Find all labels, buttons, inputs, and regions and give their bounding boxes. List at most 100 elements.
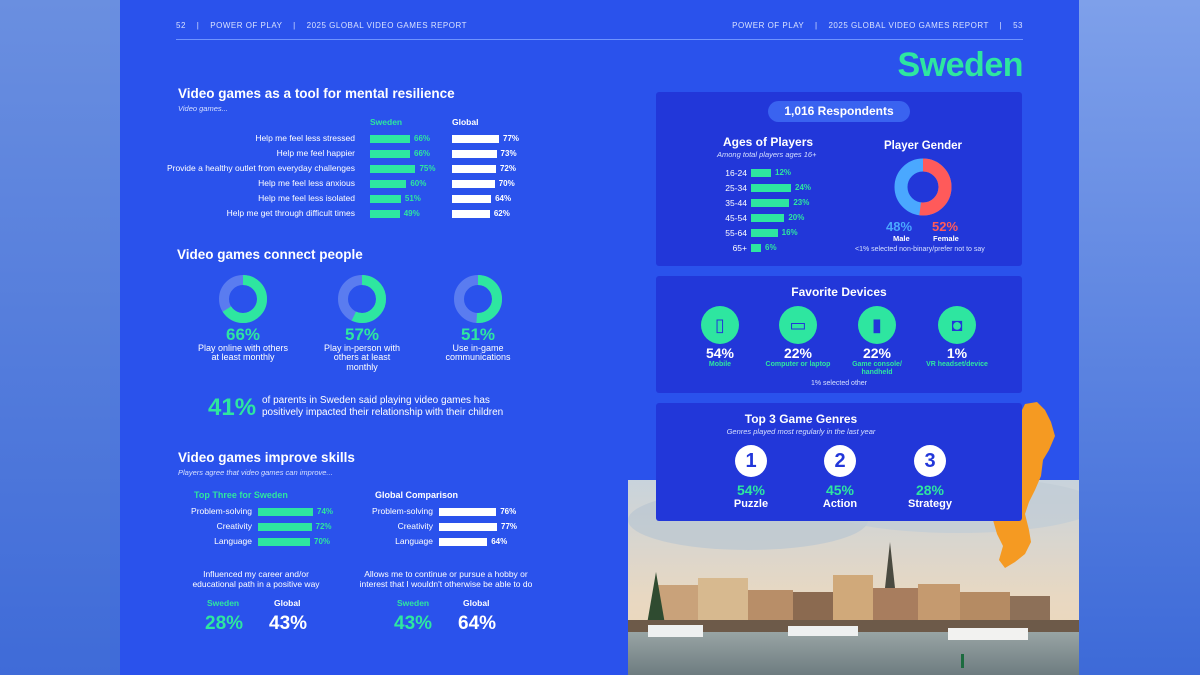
age-value: 24% [795,183,812,192]
age-value: 16% [781,228,798,237]
connect-donut-percent: 66% [225,325,261,344]
age-bar [751,244,761,252]
connect-donut-value-arc [338,275,386,323]
device-percent: 1% [946,345,968,361]
skills-sweden-head: Top Three for Sweden [194,490,288,500]
skills-sweden-bar [258,523,312,531]
devices-note: 1% selected other [810,380,868,387]
mental-col-sweden: Sweden [370,117,403,127]
parents-statement: of parents in Sweden said playing video … [262,395,503,418]
mental-row-label: Help me get through difficult times [226,208,355,218]
device-label: Game console/handheld [837,361,917,376]
connect-donut-value-arc [219,275,267,323]
mental-row-label: Help me feel less stressed [255,133,355,143]
skills-sweden-label: Creativity [216,521,252,531]
header-separator: | [196,21,200,30]
age-bar [751,199,790,207]
mental-sweden-bar [370,180,407,188]
device-percent: 22% [783,345,813,361]
mobile-phone-icon: ▯ [701,306,739,344]
mental-sweden-bar [370,210,400,218]
skills-global-bar [439,523,497,531]
skills-global-value: 64% [491,537,508,546]
connect-donut-percent: 57% [344,325,380,344]
background-right [1079,0,1200,675]
genre-percent: 45% [825,482,855,498]
hobby-global-head: Global [463,598,490,608]
device-label-line: Game console/ [852,361,902,368]
mental-row-label: Help me feel happier [276,148,355,158]
hobby-line2: interest that I wouldn't otherwise be ab… [359,579,533,590]
genre-name: Strategy [907,498,953,510]
hobby-statement: Allows me to continue or pursue a hobby … [340,569,552,589]
publication-name-right: POWER OF PLAY [732,21,805,30]
mental-global-value: 70% [498,179,515,188]
device-label: Mobile [680,361,760,369]
skills-global-value: 77% [501,522,518,531]
connect-donut-value-arc [454,275,502,323]
publication-name-left: POWER OF PLAY [210,21,283,30]
skills-sweden-bar [258,538,311,546]
mental-global-value: 77% [503,134,520,143]
parents-statement-line1: of parents in Sweden said playing video … [262,395,490,406]
device-percent: 22% [862,345,892,361]
career-line2: educational path in a positive way [192,579,320,590]
age-value: 20% [788,213,805,222]
age-value: 23% [793,198,810,207]
hobby-global-value: 64% [458,613,497,634]
mental-sweden-value: 66% [414,134,431,143]
hobby-sweden-value: 43% [394,613,433,634]
connect-donut-caption: Play online with others at least monthly [183,343,303,363]
ages-subtitle: Among total players ages 16+ [717,150,817,159]
age-value: 12% [775,168,792,177]
header-separator: | [293,21,296,30]
report-name-left: 2025 GLOBAL VIDEO GAMES REPORT [306,21,468,30]
devices-title: Favorite Devices [791,285,887,299]
mental-sweden-bar [370,165,416,173]
connect-donut-caption: Play in-person with others at least monthl… [302,343,422,372]
mental-row-label: Help me feel less isolated [258,193,355,203]
connect-donut-caption: Use in-game communications [418,343,538,363]
mental-section-subtitle: Video games... [178,104,228,113]
skills-section-subtitle: Players agree that video games can impro… [178,468,333,477]
age-row-label: 16-24 [725,168,747,178]
mental-sweden-bar [370,135,410,143]
mental-global-bar [452,210,490,218]
mental-global-value: 62% [493,209,510,218]
age-bar [751,229,778,237]
mental-global-value: 73% [500,149,517,158]
hobby-sweden-head: Sweden [397,598,430,608]
age-row-label: 45-54 [725,213,747,223]
skills-sweden-label: Language [214,536,252,546]
hobby-line1: Allows me to continue or pursue a hobby … [364,569,528,579]
skills-sweden-value: 74% [317,507,334,516]
age-bar [751,169,771,177]
mental-global-bar [452,150,497,158]
connect-donut [338,275,386,323]
gender-male-pct: 48% [886,219,913,234]
header-separator: | [815,21,818,30]
header-rule [176,39,1023,40]
gender-female-arc [894,158,952,216]
mental-global-bar [452,135,499,143]
genres-title: Top 3 Game Genres [744,412,858,426]
respondents-pill: 1,016 Respondents [768,101,910,122]
connect-caption-line: Use in-game [452,343,504,353]
gender-female-pct: 52% [932,219,959,234]
parents-statement-line2: positively impacted their relationship w… [262,406,504,418]
device-label-line: Mobile [708,361,732,368]
connect-caption-line: monthly [346,361,378,372]
mental-sweden-value: 60% [410,179,427,188]
device-percent: 54% [705,345,735,361]
page-number-right: 53 [1013,21,1023,30]
mental-sweden-value: 49% [403,209,420,218]
background-left [0,0,120,675]
career-statement: Influenced my career and/or educational … [176,569,336,589]
mental-sweden-value: 75% [419,164,436,173]
skills-sweden-value: 72% [315,522,332,531]
gender-male-label: Male [893,234,910,243]
laptop-icon: ▭ [779,306,817,344]
mental-sweden-value: 51% [404,194,421,203]
header-separator: | [999,21,1003,30]
genre-name: Action [822,498,858,510]
